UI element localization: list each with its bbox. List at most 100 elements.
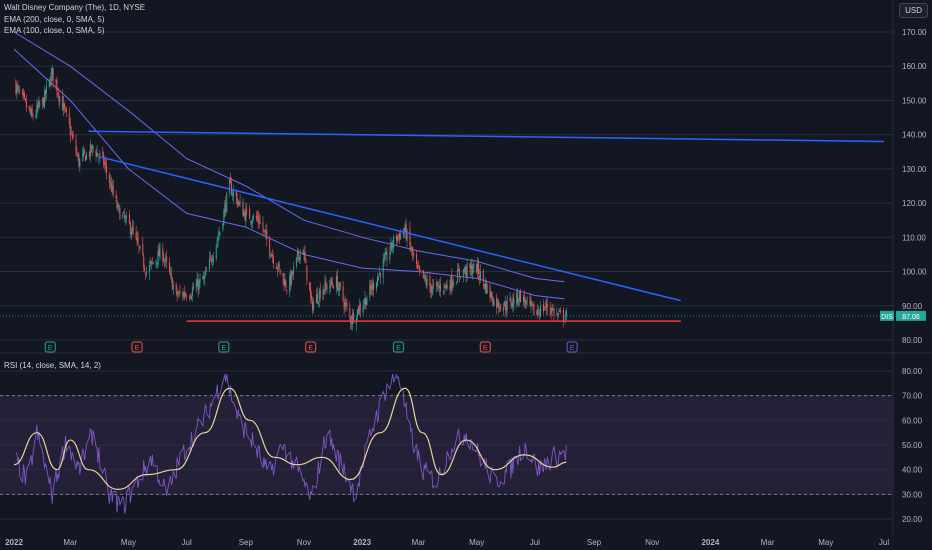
candle-body bbox=[38, 101, 40, 108]
candle-body bbox=[148, 264, 150, 273]
rsi-legend[interactable]: RSI (14, close, SMA, 14, 2) bbox=[4, 361, 101, 370]
candle-body bbox=[31, 107, 33, 116]
candle-body bbox=[383, 258, 385, 263]
candle-body bbox=[277, 262, 279, 269]
candle-body bbox=[536, 311, 538, 315]
candle-body bbox=[119, 208, 121, 220]
price-tick-label: 80.00 bbox=[902, 336, 923, 345]
candle-body bbox=[209, 258, 211, 270]
earnings-marker[interactable]: E bbox=[218, 341, 230, 353]
candle-body bbox=[297, 251, 299, 258]
candle-body bbox=[144, 268, 146, 271]
symbol-legend[interactable]: Walt Disney Company (The), 1D, NYSE bbox=[4, 3, 146, 12]
candle-body bbox=[48, 78, 50, 88]
candle-body bbox=[469, 263, 471, 268]
x-tick-label: Nov bbox=[645, 538, 659, 547]
earnings-marker-box bbox=[44, 341, 56, 353]
candle-body bbox=[520, 290, 522, 303]
candle-body bbox=[353, 312, 355, 323]
candle-body bbox=[222, 223, 224, 231]
earnings-marker[interactable]: E bbox=[479, 341, 491, 353]
candle-body bbox=[158, 249, 160, 257]
candle-body bbox=[497, 299, 499, 307]
candle-body bbox=[409, 227, 411, 245]
candle-body bbox=[511, 304, 513, 308]
candle-body bbox=[465, 268, 467, 276]
candle-body bbox=[18, 88, 20, 89]
candle-body bbox=[52, 67, 54, 82]
candle-body bbox=[39, 102, 41, 105]
candle-body bbox=[551, 308, 553, 312]
earnings-marker[interactable]: E bbox=[44, 341, 56, 353]
candle-body bbox=[266, 230, 268, 240]
candle-body bbox=[544, 306, 546, 308]
candle-body bbox=[44, 90, 46, 108]
candle-body bbox=[58, 92, 60, 100]
candle-body bbox=[437, 283, 439, 285]
candle-body bbox=[111, 185, 113, 191]
candle-body bbox=[342, 285, 344, 301]
candle-body bbox=[177, 294, 179, 297]
candle-body bbox=[238, 202, 240, 205]
candle-body bbox=[44, 90, 46, 95]
candle-body bbox=[43, 98, 45, 107]
candle-body bbox=[373, 282, 375, 290]
candle-body bbox=[446, 284, 448, 289]
candle-body bbox=[323, 289, 325, 291]
x-tick-label: 2023 bbox=[353, 538, 371, 547]
candle-body bbox=[171, 277, 173, 290]
candle-body bbox=[359, 304, 361, 311]
candle-body bbox=[396, 235, 398, 241]
candle-body bbox=[23, 93, 25, 98]
candle-body bbox=[332, 283, 334, 286]
candle-body bbox=[532, 304, 534, 306]
candle-body bbox=[526, 297, 528, 299]
price-tick-label: 120.00 bbox=[902, 199, 927, 208]
candle-body bbox=[65, 109, 67, 113]
candle-body bbox=[562, 310, 564, 321]
ema100-legend[interactable]: EMA (100, close, 0, SMA, 5) bbox=[4, 26, 105, 35]
candle-body bbox=[110, 182, 112, 192]
candle-body bbox=[270, 254, 272, 256]
candle-body bbox=[406, 230, 408, 241]
candle-body bbox=[152, 262, 154, 264]
candle-body bbox=[164, 260, 166, 262]
candle-body bbox=[464, 266, 466, 273]
candle-body bbox=[412, 246, 414, 255]
earnings-marker[interactable]: E bbox=[131, 341, 143, 353]
candle-body bbox=[333, 286, 335, 289]
candle-body bbox=[77, 155, 79, 157]
candle-body bbox=[289, 276, 291, 293]
candle-body bbox=[50, 72, 52, 86]
candle-body bbox=[239, 201, 241, 203]
candle-body bbox=[197, 280, 199, 291]
earnings-marker[interactable]: E bbox=[305, 341, 317, 353]
candle-body bbox=[363, 303, 365, 305]
currency-button[interactable]: USD bbox=[899, 3, 928, 18]
candle-body bbox=[132, 226, 134, 231]
candle-body bbox=[558, 313, 560, 314]
candle-body bbox=[83, 151, 85, 157]
candle-body bbox=[286, 290, 288, 292]
earnings-marker[interactable]: E bbox=[392, 341, 404, 353]
candle-body bbox=[232, 191, 234, 197]
earnings-marker[interactable]: E bbox=[566, 341, 578, 353]
earnings-marker-label: E bbox=[222, 345, 227, 352]
x-tick-label: Sep bbox=[239, 538, 254, 547]
candle-body bbox=[123, 212, 125, 214]
candle-body bbox=[265, 231, 267, 235]
candle-body bbox=[503, 301, 505, 306]
candle-body bbox=[369, 285, 371, 298]
ema200-legend[interactable]: EMA (200, close, 0, SMA, 5) bbox=[4, 15, 105, 24]
candle-body bbox=[391, 242, 393, 248]
candle-body bbox=[553, 308, 555, 316]
candle-body bbox=[68, 113, 70, 125]
last-price-text: 87.06 bbox=[902, 314, 920, 321]
candle-body bbox=[336, 275, 338, 291]
candle-body bbox=[251, 222, 253, 223]
candle-body bbox=[246, 208, 248, 210]
candle-body bbox=[452, 284, 454, 288]
candle-body bbox=[99, 153, 101, 156]
candle-body bbox=[231, 194, 233, 196]
